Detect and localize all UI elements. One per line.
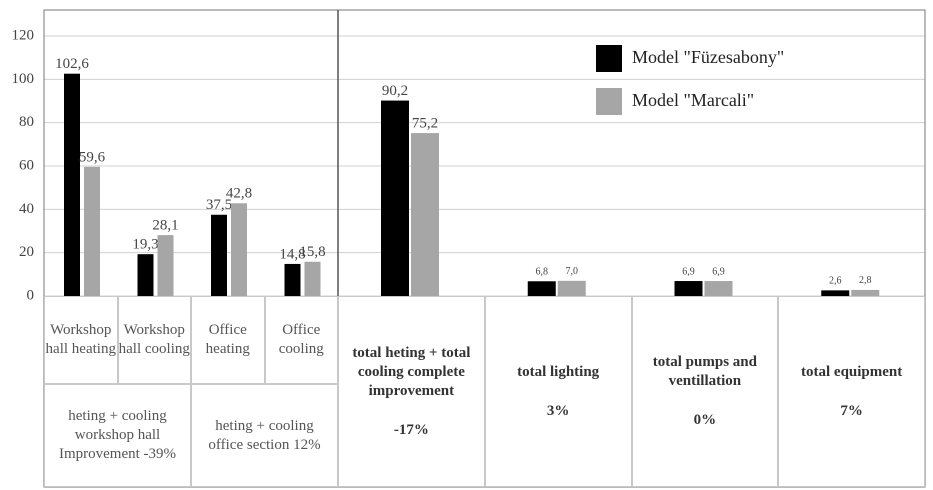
value-label: 15,8 (299, 244, 325, 260)
bar (704, 281, 733, 296)
bar (137, 254, 154, 296)
category-label: total pumps and ventillation (652, 354, 757, 389)
value-label: 37,5 (206, 197, 232, 213)
category-label: total lighting (517, 363, 600, 380)
bar (527, 281, 556, 296)
change-label: 0% (693, 412, 717, 428)
bar (381, 100, 409, 296)
category-cell: total lighting 3% (484, 296, 632, 487)
category-label: total equipment (801, 363, 903, 380)
frame (43, 9, 926, 488)
value-label: 102,6 (55, 56, 89, 72)
legend-label: Model "Füzesabony" (632, 47, 784, 67)
y-tick-label: 40 (19, 201, 34, 217)
value-label: 2,6 (829, 276, 842, 287)
category-cell: Workshop hall heating (44, 296, 118, 384)
bar (557, 280, 586, 296)
category-cell: total pumps and ventillation 0% (631, 296, 779, 487)
value-label: 59,6 (79, 149, 106, 165)
value-label: 42,8 (226, 186, 252, 202)
value-label: 75,2 (412, 116, 438, 132)
y-tick-label: 60 (19, 157, 34, 173)
bar (231, 203, 247, 296)
bar (851, 289, 880, 296)
value-label: 19,3 (132, 237, 158, 253)
category-cell: Workshop hall cooling (117, 296, 191, 384)
change-label: 7% (840, 402, 863, 419)
value-label: 2,8 (859, 275, 872, 286)
bar (84, 166, 100, 296)
y-tick-label: 120 (12, 27, 35, 43)
value-label: 6,9 (682, 266, 695, 277)
change-label: -17% (393, 421, 429, 438)
category-label: total heting + total cooling complete im… (352, 344, 471, 399)
bar (211, 214, 227, 296)
value-label: 7,0 (566, 266, 579, 277)
change-label: 3% (546, 402, 570, 419)
legend-swatch (596, 45, 622, 72)
y-tick-label: 80 (19, 114, 34, 130)
group-cell: heting + cooling workshop hall Improveme… (44, 384, 191, 487)
category-cell: total heting + total cooling complete im… (338, 296, 485, 487)
category-cell: Office cooling (264, 296, 338, 384)
category-cell: Office heating (191, 296, 265, 384)
value-label: 6,9 (712, 266, 725, 277)
bar (304, 261, 321, 296)
bar (674, 281, 703, 296)
legend-label: Model "Marcali" (632, 90, 754, 110)
bar (157, 235, 174, 296)
bar (411, 133, 439, 296)
legend-swatch (596, 88, 622, 115)
value-label: 14,8 (279, 246, 305, 262)
value-label: 6,8 (536, 267, 549, 278)
value-label: 90,2 (382, 83, 408, 99)
value-label: 28,1 (152, 218, 178, 234)
y-tick-label: 20 (19, 244, 34, 260)
category-cell: total equipment 7% (778, 296, 925, 487)
y-tick-label: 100 (12, 71, 35, 87)
bar (284, 263, 301, 296)
bar (64, 73, 80, 296)
y-tick-label: 0 (27, 287, 35, 303)
group-cell: heting + cooling office section 12% (191, 384, 338, 487)
bar (821, 290, 850, 296)
